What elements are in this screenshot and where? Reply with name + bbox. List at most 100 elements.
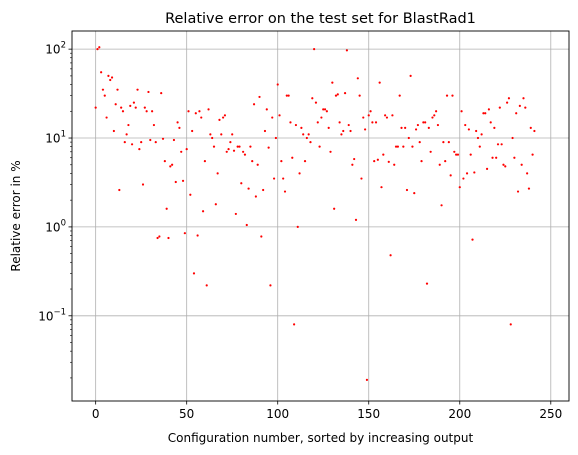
data-point [334,94,338,97]
data-point [465,172,469,175]
data-point [176,121,179,124]
data-point [444,160,447,163]
data-point [327,126,330,129]
data-point [445,94,449,97]
data-point [256,163,259,166]
data-point [391,114,394,117]
data-point [240,182,243,185]
data-point [298,172,301,175]
data-point [161,137,165,140]
data-point [271,116,274,119]
y-tick-label-exponent: 2 [61,41,66,51]
data-point [384,114,387,117]
data-point [196,234,199,237]
data-point [267,146,270,149]
data-point [478,145,481,148]
x-tick-label: 250 [539,407,562,421]
data-point [318,145,321,148]
data-point [185,148,188,151]
y-tick-label-base: 10 [45,132,60,146]
x-axis: 0 50 100 150 200 250 [92,401,562,421]
data-point [158,235,161,238]
data-point [130,143,134,146]
data-point [485,167,489,170]
data-point [314,101,318,104]
data-point [296,225,299,229]
data-point [323,108,327,111]
data-point [247,187,250,190]
data-point [427,126,430,129]
data-point [294,123,298,127]
data-point [469,153,472,156]
data-point [451,94,454,97]
data-point [482,112,485,115]
data-point [254,195,257,198]
data-point [502,163,505,166]
data-point [282,177,285,180]
data-point [311,97,314,100]
data-point [320,116,323,119]
data-point [336,93,339,96]
data-point [438,163,441,166]
data-point [187,110,190,113]
data-point [152,123,156,127]
data-point [354,218,358,221]
data-point [272,177,276,180]
data-point [373,160,376,163]
data-point [309,140,312,144]
data-point [475,129,478,133]
data-point [493,126,496,129]
data-point [140,140,143,144]
data-point [402,145,405,148]
data-point [349,129,352,133]
data-point [214,203,217,206]
data-point [141,183,145,186]
data-point [484,112,487,115]
data-point [376,158,379,161]
data-point [138,148,141,151]
x-tick-label: 150 [357,407,380,421]
data-point [218,118,221,121]
data-point [216,172,219,175]
data-point [223,114,227,117]
data-point [98,46,101,49]
data-point [387,160,390,163]
data-point [453,150,456,153]
x-tick-label: 50 [179,407,194,421]
data-point [236,145,239,148]
data-point [455,153,458,156]
grid [72,31,569,401]
data-point [242,150,245,153]
data-point [100,71,103,74]
data-point [420,160,423,163]
data-point [413,192,416,195]
data-point [489,121,492,124]
data-point [529,126,532,129]
data-point [211,136,214,140]
data-point [174,180,177,184]
data-point [114,103,117,106]
data-point [325,110,328,113]
data-point [405,188,409,192]
data-point [231,133,234,136]
data-point [464,123,467,127]
data-point [121,110,125,113]
data-point [407,136,410,140]
y-tick-label-base: 10 [45,43,60,57]
y-tick-label-exponent: −1 [53,307,66,317]
data-point [338,121,341,124]
data-point [411,145,414,148]
data-point [511,136,514,140]
data-point [533,129,536,133]
data-point [283,190,287,193]
data-point [205,284,208,287]
data-point [500,143,503,146]
data-point [400,126,403,129]
y-tick-label: 10−1 [38,307,66,323]
data-point [96,48,99,51]
data-point [181,179,185,182]
data-point [200,116,203,119]
data-point [116,88,119,91]
data-point [274,136,277,140]
